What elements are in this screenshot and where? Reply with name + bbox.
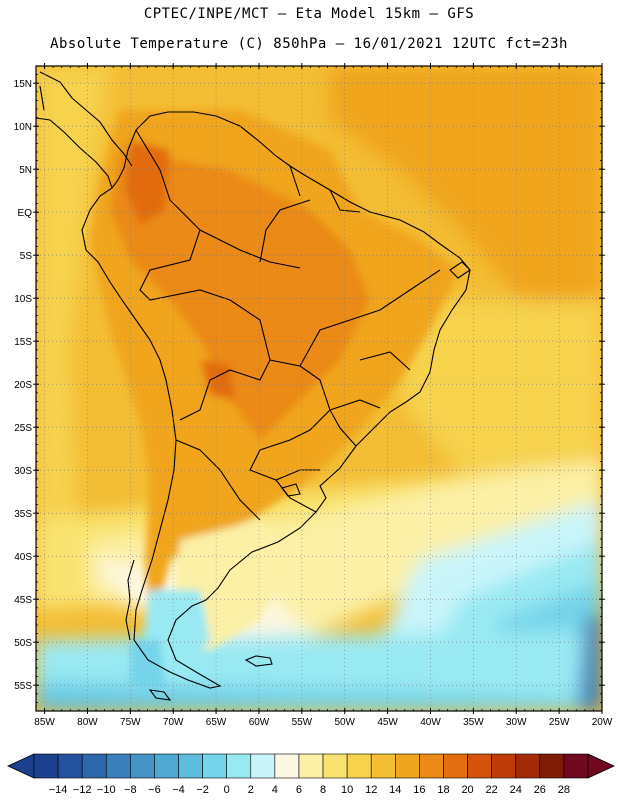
- colorbar-swatch: [178, 753, 203, 779]
- lon-tick-label: 85W: [34, 717, 55, 728]
- colorbar-label: 18: [437, 784, 449, 796]
- colorbar-swatch: [154, 753, 179, 779]
- colorbar-over-arrow: [587, 753, 615, 779]
- colorbar-swatch: [105, 753, 131, 779]
- colorbar-swatch: [539, 753, 565, 779]
- lat-tick-label: 5S: [20, 251, 33, 262]
- colorbar-label: 28: [558, 784, 570, 796]
- lon-tick-label: 30W: [506, 717, 527, 728]
- colorbar-label: 10: [341, 784, 353, 796]
- lon-tick-label: 20W: [592, 717, 613, 728]
- colorbar-label: 20: [461, 784, 473, 796]
- lat-tick-label: 15S: [14, 337, 32, 348]
- lat-tick-label: 50S: [14, 638, 32, 649]
- colorbar-label: 12: [365, 784, 377, 796]
- colorbar-label: −6: [148, 784, 161, 796]
- temperature-field: [36, 66, 602, 711]
- lon-tick-label: 65W: [206, 717, 227, 728]
- colorbar-label: 0: [224, 784, 230, 796]
- colorbar-swatch: [419, 753, 444, 779]
- colorbar-label: 6: [296, 784, 302, 796]
- colorbar-swatch: [130, 753, 155, 779]
- lat-tick-label: EQ: [18, 208, 33, 219]
- colorbar-swatch: [274, 753, 300, 779]
- longitude-axis: 85W 80W 75W 70W 65W 60W 55W 50W 45W 40W 35W 30W 25W 2…: [34, 63, 613, 728]
- colorbar-swatch: [346, 753, 372, 779]
- colorbar-label: −10: [97, 784, 116, 796]
- colorbar-label: 22: [486, 784, 498, 796]
- colorbar-under-arrow: [7, 753, 35, 779]
- lon-tick-label: 25W: [549, 717, 570, 728]
- colorbar-label: 8: [320, 784, 326, 796]
- lat-tick-label: 15N: [14, 79, 32, 90]
- colorbar-label: −2: [196, 784, 209, 796]
- colorbar-label: −12: [73, 784, 92, 796]
- colorbar-label: 2: [248, 784, 254, 796]
- colorbar-swatch: [226, 753, 252, 779]
- lon-tick-label: 55W: [292, 717, 313, 728]
- latitude-axis: 15N 10N 5N EQ 5S 10S 15S 20S 25S 30S 35S 40S 45S 50S 5…: [14, 74, 605, 703]
- lon-tick-label: 50W: [334, 717, 355, 728]
- lat-tick-label: 10S: [14, 294, 32, 305]
- lat-tick-label: 40S: [14, 552, 32, 563]
- lat-tick-label: 35S: [14, 509, 32, 520]
- lat-tick-label: 25S: [14, 423, 32, 434]
- lon-tick-label: 70W: [163, 717, 184, 728]
- lon-tick-label: 60W: [249, 717, 270, 728]
- lon-tick-label: 35W: [463, 717, 484, 728]
- lon-tick-label: 80W: [77, 717, 98, 728]
- lat-tick-label: 10N: [14, 122, 32, 133]
- colorbar-label: 14: [389, 784, 401, 796]
- lon-tick-label: 75W: [120, 717, 141, 728]
- lat-tick-label: 20S: [14, 380, 32, 391]
- colorbar-swatch: [250, 753, 276, 779]
- lat-tick-label: 5N: [19, 165, 32, 176]
- lat-tick-label: 45S: [14, 595, 32, 606]
- colorbar-swatch: [81, 753, 107, 779]
- colorbar-swatch: [57, 753, 83, 779]
- colorbar-swatch: [202, 753, 227, 779]
- lat-tick-label: 55S: [14, 681, 32, 692]
- lon-tick-label: 45W: [377, 717, 398, 728]
- colorbar-swatch: [370, 753, 396, 779]
- colorbar-label: 26: [534, 784, 546, 796]
- colorbar: −14 −12 −10 −8 −6 −4 −2 0 2 4 6 8 10 12 14 16 18 20 22 24 26…: [7, 753, 615, 796]
- colorbar-swatch: [515, 753, 541, 779]
- lat-tick-label: 30S: [14, 466, 32, 477]
- colorbar-swatch: [395, 753, 420, 779]
- colorbar-swatch: [491, 753, 517, 779]
- colorbar-label: −8: [124, 784, 137, 796]
- colorbar-swatch: [322, 753, 348, 779]
- colorbar-swatch: [298, 753, 324, 779]
- colorbar-swatch: [33, 753, 59, 779]
- coastline: [36, 71, 471, 701]
- lon-tick-label: 40W: [420, 717, 441, 728]
- colorbar-label: 24: [510, 784, 522, 796]
- colorbar-swatch: [563, 753, 589, 779]
- colorbar-label: −14: [49, 784, 68, 796]
- colorbar-swatch: [467, 753, 492, 779]
- colorbar-label: −4: [172, 784, 185, 796]
- colorbar-label: 16: [413, 784, 425, 796]
- colorbar-swatch: [443, 753, 468, 779]
- colorbar-label: 4: [272, 784, 278, 796]
- map-title-line1: CPTEC/INPE/MCT – Eta Model 15km – GFS: [143, 6, 475, 22]
- map-title-line2: Absolute Temperature (C) 850hPa – 16/01/…: [50, 36, 568, 52]
